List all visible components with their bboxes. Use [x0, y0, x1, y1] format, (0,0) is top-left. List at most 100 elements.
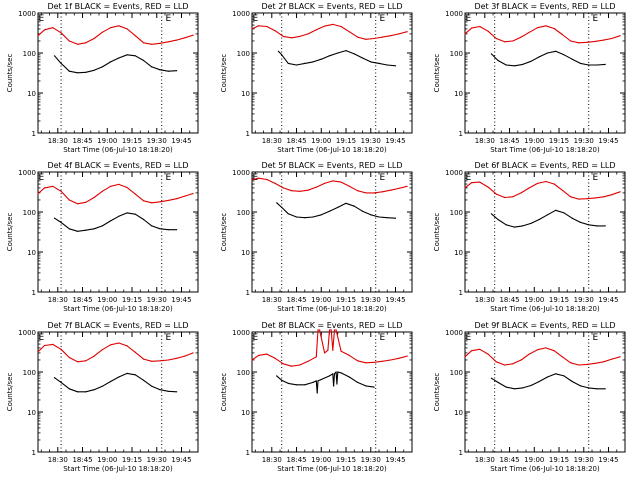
events-point [333, 373, 336, 375]
panel-title: Det 1f BLACK = Events, RED = LLD [47, 2, 188, 11]
x-tick-label: 18:45 [72, 137, 92, 145]
lld-point [151, 360, 153, 362]
events-point [522, 225, 524, 227]
events-series-line [54, 54, 177, 74]
lld-point [274, 182, 276, 184]
lld-point [464, 356, 466, 358]
lld-point [143, 358, 145, 360]
events-point [101, 385, 103, 387]
events-point [596, 64, 598, 66]
events-point [151, 66, 153, 68]
events-point [513, 388, 516, 390]
events-point [361, 210, 364, 212]
events-point [386, 217, 388, 219]
events-point [68, 388, 70, 390]
lld-point [251, 179, 253, 181]
events-point [505, 224, 507, 226]
lld-point [406, 31, 408, 33]
lld-point [340, 25, 342, 28]
lld-point [176, 39, 178, 41]
lld-point [373, 192, 375, 194]
events-point [295, 384, 298, 386]
events-point [320, 58, 322, 60]
lld-point [307, 33, 309, 35]
lld-point [44, 344, 46, 347]
flag-label: E [252, 14, 258, 24]
events-point [85, 71, 87, 73]
lld-point [93, 355, 95, 357]
x-axis-label: Start Time (06-Jul-10 18:18:20) [490, 146, 600, 154]
events-point [60, 62, 62, 64]
y-tick-label: 1000 [18, 169, 36, 177]
lld-point [37, 351, 39, 353]
x-tick-label: 18:45 [72, 296, 92, 304]
x-tick-label: 19:45 [385, 456, 405, 464]
events-point [159, 228, 161, 230]
events-point [579, 62, 582, 64]
events-point [151, 385, 153, 387]
events-point [53, 55, 56, 57]
lld-point [274, 30, 276, 32]
events-point [394, 217, 397, 219]
plot-frame [464, 12, 626, 134]
y-tick-label: 10 [27, 409, 36, 417]
x-tick-label: 19:30 [574, 456, 594, 464]
y-tick-label: 1 [459, 289, 463, 297]
flag-label: E [465, 333, 471, 343]
x-tick-label: 18:45 [72, 456, 92, 464]
detector-panel-9: Det 9f BLACK = Events, RED = LLD 1 10 100 10… [433, 321, 626, 473]
lld-point [504, 364, 506, 366]
lld-point [60, 348, 62, 350]
events-point [126, 212, 128, 214]
lld-point [487, 353, 489, 355]
lld-point [335, 329, 337, 331]
x-axis-label: Start Time (06-Jul-10 18:18:20) [277, 146, 387, 154]
lld-point [406, 185, 408, 187]
x-tick-label: 19:00 [97, 456, 117, 464]
y-tick-label: 1 [246, 130, 250, 138]
lld-point [365, 38, 367, 40]
lld-point [266, 353, 268, 355]
detector-panel-6: Det 6f BLACK = Events, RED = LLD 1 10 100 10… [433, 161, 626, 313]
lld-point [332, 349, 334, 351]
events-point [579, 221, 582, 223]
lld-point [126, 28, 128, 30]
lld-series-line [37, 342, 194, 363]
x-tick-label: 19:45 [385, 296, 405, 304]
x-tick-label: 19:45 [385, 137, 405, 145]
x-tick-label: 19:30 [147, 137, 167, 145]
events-point [287, 382, 289, 384]
lld-point [126, 345, 128, 347]
y-tick-label: 1000 [445, 329, 463, 337]
lld-point [537, 27, 539, 29]
events-series-line [491, 373, 606, 390]
lld-point [471, 182, 473, 184]
events-point [304, 217, 306, 219]
events-point [563, 212, 565, 214]
lld-point [77, 203, 79, 205]
lld-point [381, 36, 383, 38]
events-point [522, 387, 524, 389]
lld-point [373, 37, 375, 40]
lld-point [479, 181, 481, 183]
events-point [538, 218, 540, 221]
events-point [530, 384, 532, 387]
events-point [588, 387, 590, 389]
lld-point [594, 197, 596, 199]
events-point [159, 389, 161, 391]
y-tick-label: 100 [23, 50, 36, 58]
lld-point [299, 35, 301, 38]
events-point [505, 64, 507, 66]
lld-point [101, 190, 103, 192]
x-tick-label: 19:15 [122, 456, 142, 464]
events-point [118, 376, 120, 378]
events-point [497, 381, 499, 383]
lld-point [44, 29, 46, 31]
events-point [579, 385, 582, 387]
events-point [143, 218, 145, 221]
plot-frame [251, 12, 413, 134]
lld-point [266, 25, 268, 28]
lld-point [77, 361, 79, 363]
lld-point [611, 358, 613, 360]
